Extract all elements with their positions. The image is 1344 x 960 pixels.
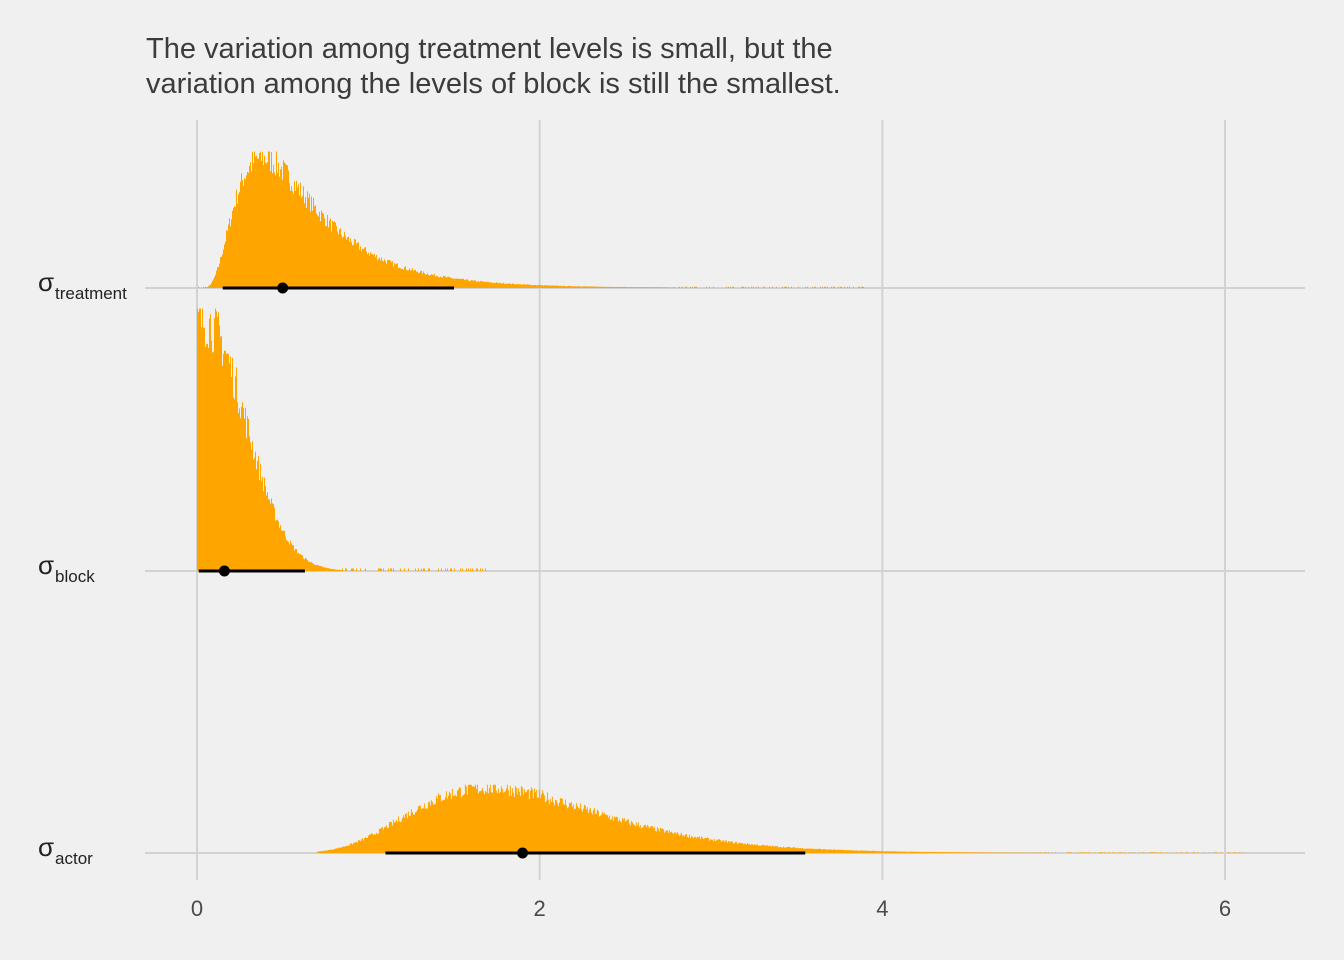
x-tick-label-6: 6 [1219, 896, 1231, 921]
x-tick-label-4: 4 [876, 896, 888, 921]
density-treatment [197, 151, 866, 288]
interval-lines [198, 282, 806, 859]
point-estimate-treatment [277, 282, 289, 294]
x-tick-label-2: 2 [534, 896, 546, 921]
row-label-actor: σactor [38, 832, 93, 868]
density-ridges [197, 151, 1243, 853]
row-label-treatment: σtreatment [38, 267, 127, 303]
point-estimate-block [218, 565, 230, 577]
chart-title: The variation among treatment levels is … [146, 33, 841, 100]
point-estimate-actor [517, 847, 529, 859]
y-axis-labels: σtreatment σblock σactor [38, 267, 127, 868]
x-tick-label-0: 0 [191, 896, 203, 921]
row-label-block: σblock [38, 550, 95, 586]
density-actor [316, 784, 1243, 853]
density-block [197, 308, 497, 571]
x-axis-ticks: 0 2 4 6 [191, 896, 1231, 921]
